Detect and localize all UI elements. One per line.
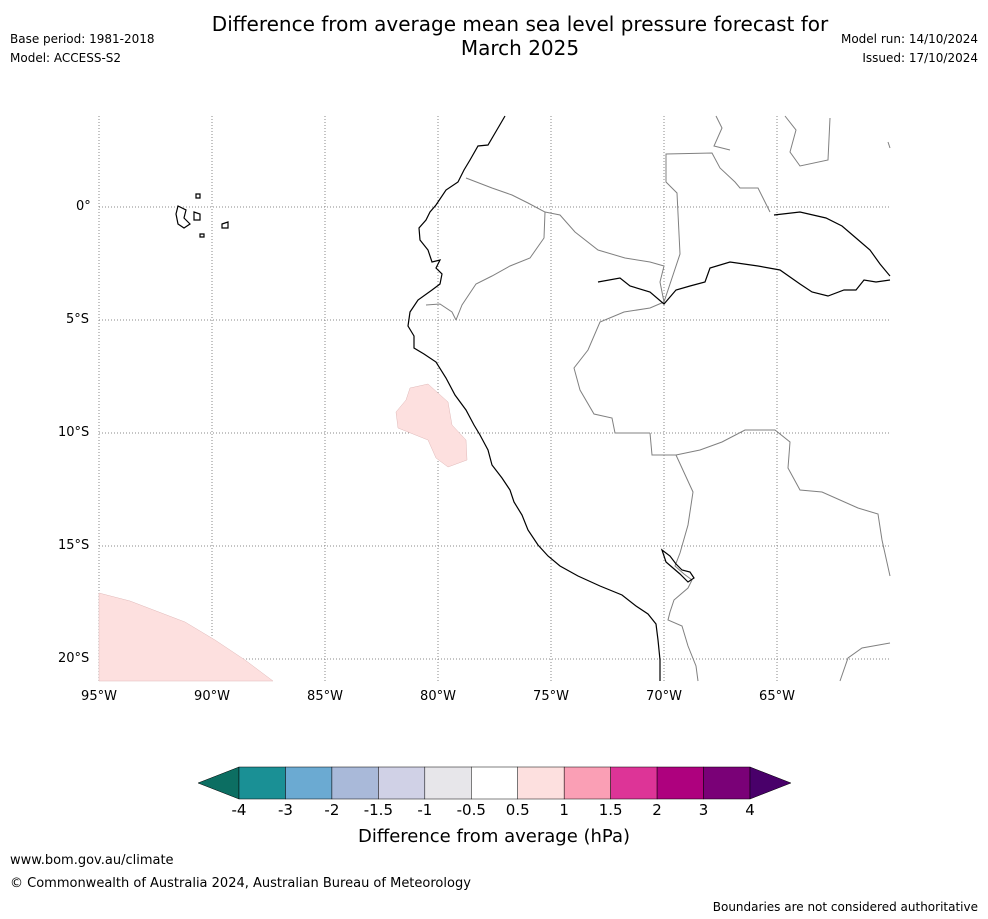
colorbar-tick-label: 1.5 — [598, 801, 623, 819]
border-suriname — [784, 115, 831, 167]
colorbar-title: Difference from average (hPa) — [357, 826, 631, 847]
titicaca-lake — [660, 548, 695, 583]
border-bolivia-paraguay — [839, 642, 891, 682]
colorbar-tick-label: 0.5 — [505, 801, 530, 819]
colorbar-tick-label: -4 — [231, 801, 247, 819]
amazon-river — [597, 261, 891, 305]
border-bolivia-brazil-north — [675, 429, 891, 577]
colorbar-tick-label: 2 — [652, 801, 662, 819]
title-line-1: Difference from average mean sea level p… — [211, 12, 829, 36]
colorbar-segment — [656, 766, 704, 800]
border-colombia-venezuela — [544, 211, 665, 303]
issued-date: Issued: 17/10/2024 — [862, 51, 978, 65]
colorbar-segment — [424, 766, 472, 800]
colorbar-over-arrow — [749, 766, 792, 800]
amazon-north-coast — [773, 211, 891, 277]
galapagos-santa-cruz — [193, 211, 201, 221]
coastlines — [175, 115, 891, 681]
colorbar-tick-label: -0.5 — [456, 801, 486, 819]
colorbar-segment — [563, 766, 611, 800]
title-line-2: March 2025 — [460, 36, 580, 60]
border-ecuador-peru-south — [425, 303, 457, 321]
colorbar-tick-label: -1.5 — [363, 801, 393, 819]
border-colombia-ecuador — [455, 177, 546, 321]
colorbar-segment — [378, 766, 426, 800]
colorbar-segment — [703, 766, 751, 800]
colorbar-segment — [471, 766, 518, 800]
model-name: Model: ACCESS-S2 — [10, 51, 122, 65]
colorbar-under-arrow — [197, 766, 240, 800]
base-period: Base period: 1981-2018 — [10, 32, 155, 46]
border-venezuela-top — [663, 152, 771, 303]
lon-label-75w: 75°W — [533, 689, 569, 704]
colorbar-segment — [331, 766, 379, 800]
colorbar-tick-label: 1 — [559, 801, 569, 819]
lat-label-0: 0° — [76, 199, 91, 214]
lon-label-70w: 70°W — [646, 689, 682, 704]
colorbar-segment — [610, 766, 658, 800]
anomaly-region-offshore-peru — [395, 383, 468, 468]
lon-label-95w: 95°W — [81, 689, 117, 704]
colorbar-segments — [238, 766, 751, 800]
border-bolivia-chile — [667, 579, 699, 682]
lat-label-10s: 10°S — [58, 425, 90, 440]
lat-label-20s: 20°S — [58, 651, 90, 666]
border-peru-brazil — [573, 301, 665, 434]
lon-label-90w: 90°W — [194, 689, 230, 704]
lon-label-80w: 80°W — [420, 689, 456, 704]
lat-label-5s: 5°S — [66, 312, 90, 327]
galapagos-isabela — [175, 205, 191, 229]
colorbar-segment — [517, 766, 565, 800]
pacific-coastline — [407, 115, 661, 681]
anomaly-region-west — [98, 592, 274, 682]
colorbar-tick-label: 3 — [698, 801, 709, 819]
copyright-text: © Commonwealth of Australia 2024, Austra… — [10, 876, 471, 891]
colorbar-segment — [238, 766, 286, 800]
model-run: Model run: 14/10/2024 — [840, 32, 978, 46]
border-east-edge — [887, 141, 891, 149]
country-borders — [425, 115, 891, 682]
lon-label-85w: 85°W — [307, 689, 343, 704]
colorbar-tick-label: -1 — [417, 801, 433, 819]
galapagos-san-cristobal — [221, 221, 229, 229]
galapagos-small-2 — [199, 233, 205, 238]
colorbar-tick-label: 4 — [745, 801, 755, 819]
lon-label-65w: 65°W — [759, 689, 795, 704]
border-guyana — [713, 115, 731, 151]
colorbar-segment — [285, 766, 333, 800]
lat-label-15s: 15°S — [58, 538, 90, 553]
website-link[interactable]: www.bom.gov.au/climate — [10, 853, 174, 868]
colorbar-tick-label: -3 — [277, 801, 293, 819]
colorbar-tick-label: -2 — [324, 801, 340, 819]
border-peru-bolivia — [649, 432, 694, 581]
galapagos-small — [195, 193, 201, 199]
boundary-disclaimer: Boundaries are not considered authoritat… — [712, 900, 978, 914]
map-title: Difference from average mean sea level p… — [180, 12, 860, 60]
